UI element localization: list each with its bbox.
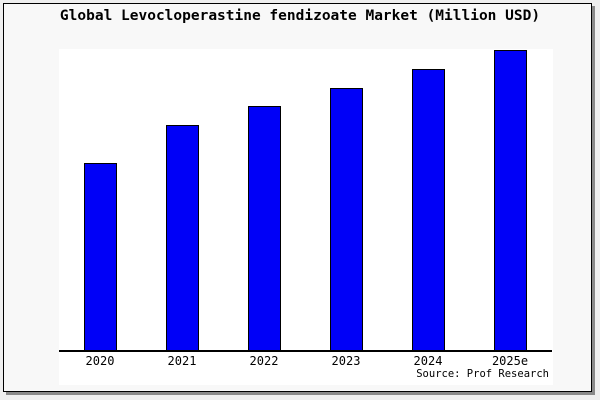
- bar-2021: [165, 125, 199, 350]
- x-tick-label-2022: 2022: [249, 354, 279, 368]
- x-tick-label-2025e: 2025e: [491, 354, 529, 368]
- x-axis-line: [59, 350, 552, 352]
- x-tick-label-2024: 2024: [413, 354, 443, 368]
- x-tick-label-2021: 2021: [167, 354, 197, 368]
- x-tick-label-2020: 2020: [85, 354, 115, 368]
- bar-2022: [247, 106, 281, 350]
- plot-area: [59, 49, 553, 385]
- chart-title: Global Levocloperastine fendizoate Marke…: [59, 8, 541, 24]
- bar-2023: [329, 87, 363, 350]
- bar-2025e: [493, 50, 527, 350]
- x-tick-label-2023: 2023: [331, 354, 361, 368]
- bar-2024: [411, 68, 445, 350]
- bar-2020: [83, 162, 117, 350]
- source-caption: Source: Prof Research: [416, 368, 549, 380]
